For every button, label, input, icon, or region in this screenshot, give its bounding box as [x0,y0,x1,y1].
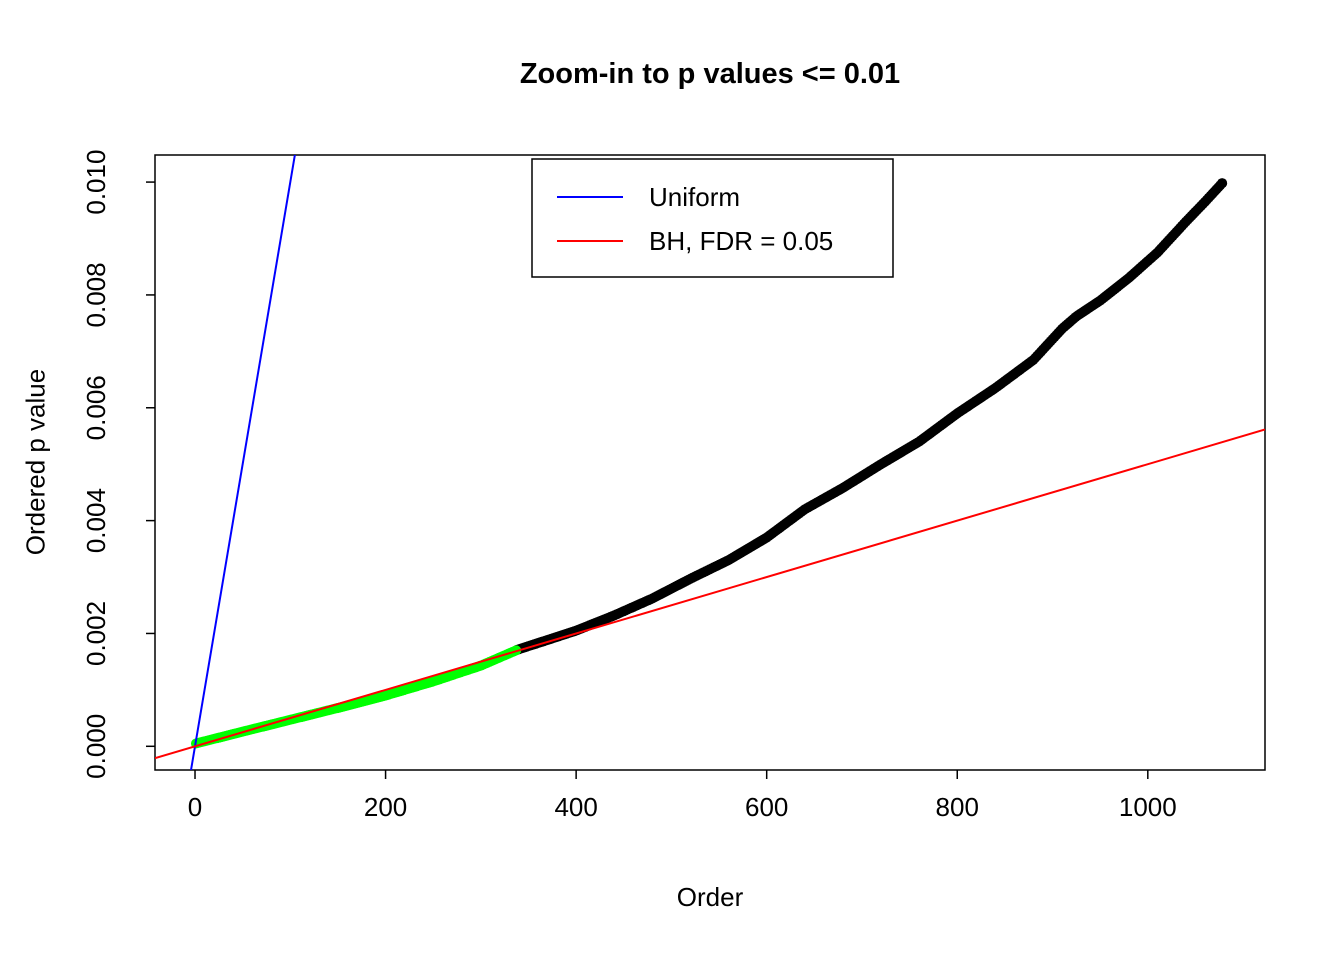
x-tick-label: 800 [936,792,979,822]
x-tick-label: 400 [554,792,597,822]
x-axis-label: Order [676,882,744,912]
legend-label: BH, FDR = 0.05 [649,226,833,256]
y-tick-label: 0.006 [81,375,111,440]
x-axis: 0 200 400 600 800 1000 [188,770,1177,822]
bh-line [155,428,1265,760]
uniform-line [190,155,296,770]
y-tick-label: 0.010 [81,150,111,215]
plot-box [154,154,1266,771]
y-tick-label: 0.004 [81,488,111,553]
legend: Uniform BH, FDR = 0.05 [531,158,894,278]
x-tick-label: 1000 [1119,792,1177,822]
legend-label: Uniform [649,182,740,212]
y-tick-label: 0.000 [81,714,111,779]
chart-title: Zoom-in to p values <= 0.01 [519,58,901,90]
y-tick-label: 0.008 [81,262,111,327]
legend-box [531,158,894,278]
series-not-significant [512,178,1228,655]
y-tick-label: 0.002 [81,601,111,666]
y-axis: 0.000 0.002 0.004 0.006 0.008 0.010 [81,150,155,779]
x-tick-label: 200 [364,792,407,822]
x-tick-label: 0 [188,792,202,822]
x-tick-label: 600 [745,792,788,822]
